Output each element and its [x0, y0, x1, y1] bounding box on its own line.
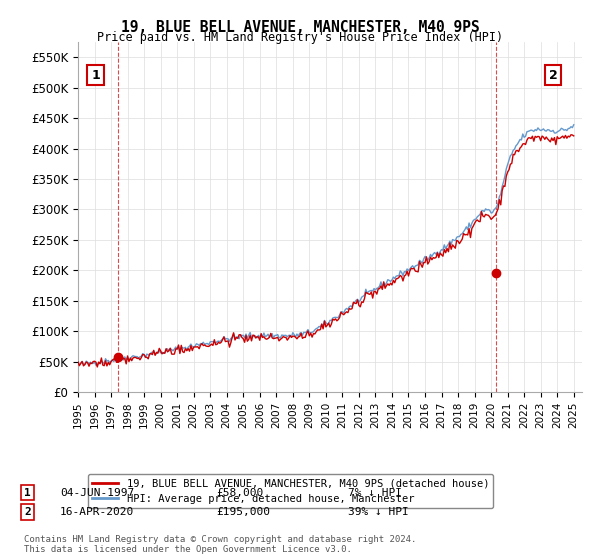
Text: 7% ↓ HPI: 7% ↓ HPI — [348, 488, 402, 498]
Text: 2: 2 — [24, 507, 31, 517]
Text: 16-APR-2020: 16-APR-2020 — [60, 507, 134, 517]
Text: 1: 1 — [91, 68, 100, 82]
Text: 2: 2 — [549, 68, 558, 82]
Text: Contains HM Land Registry data © Crown copyright and database right 2024.
This d: Contains HM Land Registry data © Crown c… — [24, 535, 416, 554]
Text: 39% ↓ HPI: 39% ↓ HPI — [348, 507, 409, 517]
Text: £195,000: £195,000 — [216, 507, 270, 517]
Text: 19, BLUE BELL AVENUE, MANCHESTER, M40 9PS: 19, BLUE BELL AVENUE, MANCHESTER, M40 9P… — [121, 20, 479, 35]
Text: £58,000: £58,000 — [216, 488, 263, 498]
Text: 04-JUN-1997: 04-JUN-1997 — [60, 488, 134, 498]
Text: 1: 1 — [24, 488, 31, 498]
Text: Price paid vs. HM Land Registry's House Price Index (HPI): Price paid vs. HM Land Registry's House … — [97, 31, 503, 44]
Legend: 19, BLUE BELL AVENUE, MANCHESTER, M40 9PS (detached house), HPI: Average price, : 19, BLUE BELL AVENUE, MANCHESTER, M40 9P… — [88, 474, 493, 508]
